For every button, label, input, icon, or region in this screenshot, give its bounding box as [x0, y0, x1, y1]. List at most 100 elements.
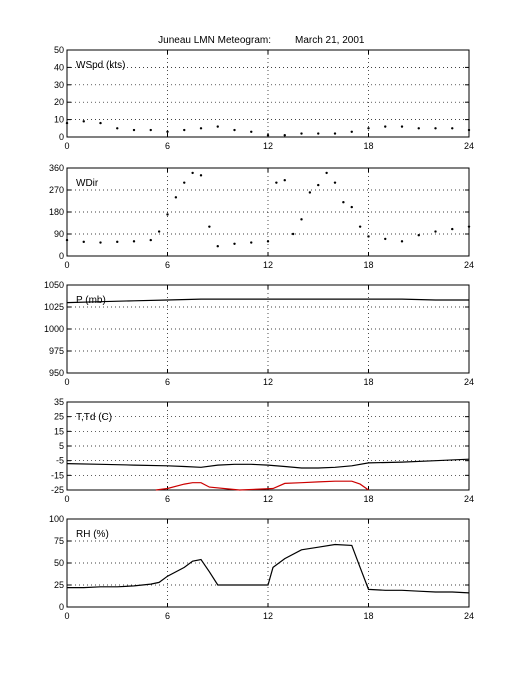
x-tick-label: 18 [363, 377, 373, 387]
y-tick-label: 25 [54, 412, 64, 422]
x-tick-label: 24 [464, 260, 474, 270]
data-point [300, 218, 303, 221]
y-tick-label: 10 [54, 115, 64, 125]
panel-label: WSpd (kts) [76, 60, 125, 71]
data-point [166, 130, 169, 133]
data-point [417, 234, 420, 237]
data-point [358, 225, 362, 228]
data-point [266, 134, 270, 137]
y-tick-label: 950 [49, 368, 64, 378]
data-point [333, 181, 337, 184]
data-point [233, 242, 236, 245]
x-tick-label: 0 [64, 141, 69, 151]
data-point [434, 230, 437, 233]
x-tick-label: 6 [165, 377, 170, 387]
y-tick-label: -25 [51, 485, 64, 495]
data-point [384, 237, 387, 241]
y-tick-label: 50 [54, 45, 64, 55]
y-tick-label: 20 [54, 97, 64, 107]
data-point [149, 238, 152, 242]
data-point [199, 174, 203, 177]
x-tick-label: 24 [464, 141, 474, 151]
data-point [82, 240, 85, 244]
x-tick-label: 24 [464, 377, 474, 387]
data-point [157, 230, 161, 233]
data-point [149, 128, 152, 132]
data-point [216, 125, 219, 128]
y-tick-label: 75 [54, 536, 64, 546]
data-point [434, 127, 437, 130]
panel-label: WDir [76, 178, 99, 189]
x-tick-label: 0 [64, 611, 69, 621]
panel-3: 0 6 12 18 24 950 975 1000 1025 1050 P (mb) [44, 280, 474, 387]
y-tick-label: -5 [56, 456, 64, 466]
data-point [417, 127, 420, 130]
x-tick-label: 6 [165, 260, 170, 270]
data-point [174, 196, 178, 199]
x-tick-label: 0 [64, 260, 69, 270]
series-line-1 [66, 458, 470, 469]
data-point [350, 205, 353, 209]
data-point [250, 241, 253, 244]
data-point [308, 191, 312, 194]
data-point [132, 240, 136, 243]
data-point [300, 132, 303, 135]
x-tick-label: 12 [263, 260, 273, 270]
y-tick-label: 0 [59, 132, 64, 142]
x-tick-label: 6 [165, 611, 170, 621]
y-tick-label: -15 [51, 470, 64, 480]
data-point [317, 132, 320, 135]
data-point [283, 134, 286, 137]
x-tick-label: 12 [263, 611, 273, 621]
x-tick-label: 12 [263, 494, 273, 504]
plot-frame [66, 49, 470, 138]
y-tick-label: 180 [49, 207, 64, 217]
y-tick-label: 1025 [44, 302, 64, 312]
y-tick-label: 1050 [44, 280, 64, 290]
series-line-1 [66, 298, 469, 304]
data-point [384, 125, 387, 128]
data-point [291, 232, 295, 236]
data-point [199, 127, 203, 130]
panel-1: 0 6 12 18 24 0 10 20 30 40 50 WSpd (kts) [54, 45, 474, 151]
y-tick-label: 50 [54, 558, 64, 568]
series-1 [65, 120, 471, 137]
data-point [451, 227, 454, 231]
panel-5: 0 6 12 18 24 0 25 50 75 100 RH (%) [49, 514, 474, 621]
x-tick-label: 18 [363, 141, 373, 151]
data-point [275, 181, 278, 184]
x-tick-label: 18 [363, 611, 373, 621]
x-tick-label: 24 [464, 611, 474, 621]
data-point [350, 130, 353, 133]
figure-title-station: Juneau LMN Meteogram: [158, 35, 271, 46]
data-point [208, 225, 211, 228]
y-tick-label: 975 [49, 346, 64, 356]
y-tick-label: 100 [49, 514, 64, 524]
x-tick-label: 0 [64, 377, 69, 387]
data-point [99, 121, 102, 125]
series-1 [65, 171, 471, 248]
data-point [266, 240, 270, 243]
data-point [216, 245, 219, 248]
x-tick-label: 0 [64, 494, 69, 504]
y-tick-label: 0 [59, 602, 64, 612]
y-tick-label: 30 [54, 80, 64, 90]
y-tick-label: 1000 [44, 324, 64, 334]
data-point [367, 127, 370, 130]
y-tick-label: 90 [54, 229, 64, 239]
data-point [116, 127, 119, 130]
y-tick-label: 270 [49, 185, 64, 195]
data-point [333, 132, 337, 135]
y-tick-label: 15 [54, 426, 64, 436]
data-point [367, 235, 370, 238]
x-tick-label: 18 [363, 260, 373, 270]
data-point [342, 201, 345, 204]
data-point [82, 120, 85, 123]
data-point [183, 181, 186, 184]
data-point [325, 171, 328, 175]
panel-2: 0 6 12 18 24 0 90 180 270 360 WDir [49, 163, 474, 270]
data-point [451, 127, 454, 130]
y-tick-label: 5 [59, 441, 64, 451]
data-point [65, 238, 69, 242]
